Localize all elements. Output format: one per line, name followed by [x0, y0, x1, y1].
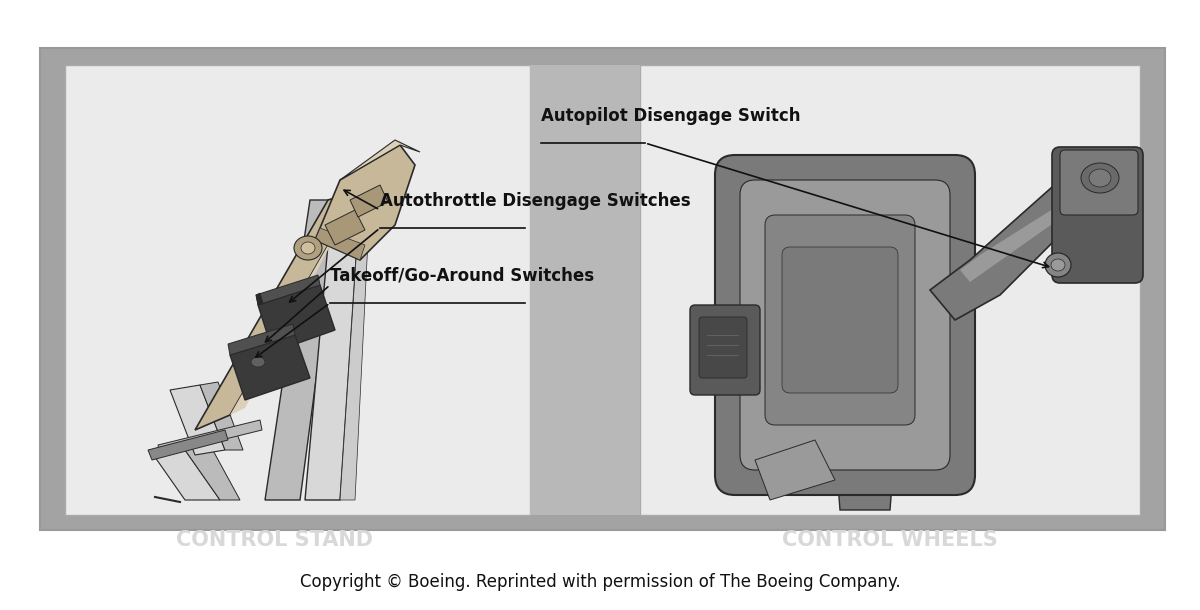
Polygon shape — [265, 200, 340, 500]
FancyBboxPatch shape — [740, 180, 950, 470]
Bar — [530, 65, 640, 515]
Polygon shape — [830, 380, 900, 510]
Polygon shape — [170, 385, 226, 455]
Polygon shape — [148, 430, 228, 460]
Text: CONTROL WHEELS: CONTROL WHEELS — [782, 530, 998, 550]
Polygon shape — [305, 200, 360, 500]
FancyBboxPatch shape — [698, 317, 746, 378]
Bar — [65, 65, 530, 515]
FancyBboxPatch shape — [690, 305, 760, 395]
Polygon shape — [340, 140, 420, 180]
Polygon shape — [350, 185, 388, 217]
Polygon shape — [256, 293, 263, 305]
Polygon shape — [258, 285, 335, 352]
Polygon shape — [325, 210, 365, 245]
FancyBboxPatch shape — [766, 215, 916, 425]
Polygon shape — [230, 335, 310, 400]
Polygon shape — [930, 180, 1085, 320]
Polygon shape — [228, 324, 295, 355]
FancyBboxPatch shape — [1052, 147, 1142, 283]
Text: Autothrottle Disengage Switches: Autothrottle Disengage Switches — [380, 192, 691, 210]
Text: CONTROL STAND: CONTROL STAND — [176, 530, 373, 550]
Polygon shape — [150, 450, 220, 500]
Bar — [640, 65, 1140, 515]
Polygon shape — [314, 228, 365, 260]
Text: Autopilot Disengage Switch: Autopilot Disengage Switch — [541, 107, 800, 125]
Ellipse shape — [1051, 259, 1066, 271]
Polygon shape — [200, 382, 242, 450]
Ellipse shape — [1090, 169, 1111, 187]
Ellipse shape — [301, 242, 314, 254]
Polygon shape — [314, 145, 415, 260]
Polygon shape — [256, 275, 320, 305]
Ellipse shape — [294, 236, 322, 260]
Ellipse shape — [251, 357, 265, 367]
Polygon shape — [185, 445, 240, 500]
Polygon shape — [820, 380, 910, 460]
Text: Copyright © Boeing. Reprinted with permission of The Boeing Company.: Copyright © Boeing. Reprinted with permi… — [300, 573, 900, 591]
Polygon shape — [960, 195, 1085, 282]
Polygon shape — [230, 185, 362, 415]
FancyBboxPatch shape — [782, 247, 898, 393]
Ellipse shape — [1081, 163, 1120, 193]
FancyBboxPatch shape — [1060, 150, 1138, 215]
Polygon shape — [755, 440, 835, 500]
Bar — [40, 48, 1165, 530]
Ellipse shape — [1045, 253, 1072, 277]
Text: Takeoff/Go-Around Switches: Takeoff/Go-Around Switches — [330, 267, 594, 285]
FancyBboxPatch shape — [715, 155, 974, 495]
Polygon shape — [158, 420, 262, 455]
Polygon shape — [194, 190, 360, 430]
Polygon shape — [340, 200, 370, 500]
